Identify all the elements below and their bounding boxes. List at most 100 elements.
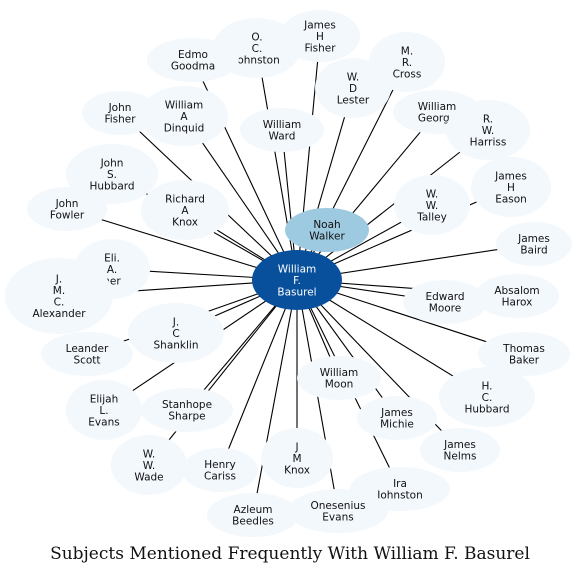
node-label: Beedles xyxy=(232,516,274,528)
node-shape xyxy=(357,396,437,440)
node-talley[interactable]: W.W.Talley xyxy=(394,175,470,235)
node-label: Knox xyxy=(172,216,198,228)
node-shape xyxy=(147,38,239,82)
node-shape xyxy=(261,428,333,488)
node-label: Elijah xyxy=(90,393,118,405)
node-label: Talley xyxy=(416,211,447,223)
node-label: Eli. xyxy=(104,252,120,264)
node-label: F. xyxy=(293,275,301,287)
node-label: Sharpe xyxy=(168,411,205,423)
diagram-caption: Subjects Mentioned Frequently With Willi… xyxy=(50,544,530,564)
node-layer: JamesHFisherO.C.JohnstonEdmoGoodmaM.R.Cr… xyxy=(5,10,572,537)
node-label: W. xyxy=(426,200,439,212)
node-shape xyxy=(128,303,224,363)
node-label: William xyxy=(278,263,316,275)
node-shape xyxy=(82,91,158,135)
node-label: H xyxy=(316,31,324,43)
node-label: H. xyxy=(481,380,492,392)
node-label: D xyxy=(349,83,357,95)
node-shape xyxy=(496,222,572,266)
node-label: Absalom xyxy=(494,285,539,297)
node-shape xyxy=(27,187,107,231)
edge-beedles xyxy=(252,279,298,516)
edge-wade xyxy=(148,279,298,466)
node-label: Michie xyxy=(380,419,414,431)
node-label: Basurel xyxy=(277,286,316,298)
node-label: Edward xyxy=(425,291,464,303)
node-wade[interactable]: W.W.Wade xyxy=(111,435,187,495)
node-label: Thomas xyxy=(502,343,545,355)
edge-dinquid xyxy=(183,115,298,281)
node-label: William xyxy=(165,99,203,111)
node-label: Ira xyxy=(393,478,407,490)
node-shape xyxy=(66,144,158,204)
node-label: Alexander xyxy=(32,308,86,320)
node-label: William xyxy=(263,119,301,131)
node-label: Henry xyxy=(204,459,236,471)
node-hhubbard[interactable]: H.C.Hubbard xyxy=(439,367,535,427)
node-shape xyxy=(439,367,535,427)
node-label: John xyxy=(100,157,124,169)
node-shape xyxy=(420,428,500,472)
node-shape xyxy=(182,448,258,492)
node-label: Nelms xyxy=(444,451,477,463)
node-shape xyxy=(252,250,342,310)
node-label: Shanklin xyxy=(154,339,199,351)
node-shape xyxy=(394,175,470,235)
node-label: M xyxy=(292,453,301,465)
node-shape xyxy=(140,86,228,146)
node-label: James xyxy=(380,407,413,419)
node-label: Harriss xyxy=(470,136,507,148)
node-label: Cariss xyxy=(204,471,236,483)
node-label: Hubbard xyxy=(464,403,509,415)
node-shape xyxy=(446,100,530,160)
node-label: Baird xyxy=(520,245,547,257)
node-label: J. xyxy=(55,274,62,286)
node-label: Onesenius xyxy=(310,500,365,512)
node-shape xyxy=(315,58,391,118)
node-harriss[interactable]: R.W.Harriss xyxy=(446,100,530,160)
node-label: Evans xyxy=(88,416,119,428)
node-label: James xyxy=(303,19,336,31)
node-label: George xyxy=(418,113,456,125)
node-label: Harox xyxy=(502,297,533,309)
node-label: Goodma xyxy=(171,61,215,73)
node-label: Stanhope xyxy=(162,399,212,411)
node-shape xyxy=(141,180,229,240)
node-shape xyxy=(240,108,324,152)
node-label: M. xyxy=(53,285,65,297)
node-shape xyxy=(66,380,142,440)
node-label: Ward xyxy=(269,131,296,143)
node-label: Edmo xyxy=(178,49,208,61)
node-shape xyxy=(111,435,187,495)
node-alexander[interactable]: J.M.C.Alexander xyxy=(5,258,113,334)
node-label: Hubbard xyxy=(89,180,134,192)
node-label: William xyxy=(418,101,456,113)
